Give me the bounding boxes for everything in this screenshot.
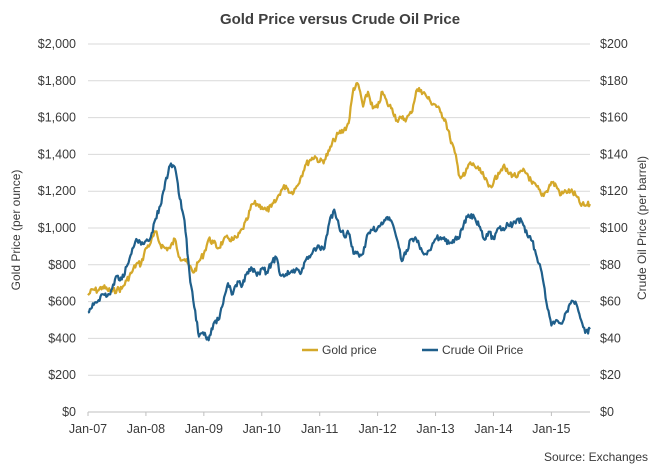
- x-tick-label: Jan-14: [474, 422, 512, 436]
- legend-label: Crude Oil Price: [442, 343, 524, 357]
- right-tick-label: $140: [600, 147, 628, 161]
- x-tick-label: Jan-15: [532, 422, 570, 436]
- x-tick-label: Jan-09: [185, 422, 223, 436]
- right-tick-label: $160: [600, 111, 628, 125]
- left-tick-label: $2,000: [38, 37, 76, 51]
- right-tick-label: $200: [600, 37, 628, 51]
- x-tick-label: Jan-07: [69, 422, 107, 436]
- x-tick-label: Jan-10: [243, 422, 281, 436]
- left-tick-label: $1,000: [38, 221, 76, 235]
- left-tick-label: $200: [48, 368, 76, 382]
- right-tick-label: $120: [600, 184, 628, 198]
- right-tick-label: $60: [600, 295, 621, 309]
- left-tick-label: $1,600: [38, 111, 76, 125]
- left-axis-ticks: $0 $200 $400 $600 $800 $1,000 $1,200 $1,400 $1,6…: [38, 37, 76, 419]
- right-tick-label: $0: [600, 405, 614, 419]
- left-axis-title: Gold Price (per ounce): [9, 170, 23, 291]
- series-line-crude-oil: [87, 162, 591, 342]
- right-axis-ticks: $0 $20 $40 $60 $80 $100 $120 $140 $160 $180 $200: [600, 37, 628, 419]
- right-tick-label: $100: [600, 221, 628, 235]
- right-tick-label: $180: [600, 74, 628, 88]
- legend-label: Gold price: [322, 343, 377, 357]
- chart-title: Gold Price versus Crude Oil Price: [220, 11, 460, 28]
- right-tick-label: $80: [600, 258, 621, 272]
- x-tick-label: Jan-12: [358, 422, 396, 436]
- x-axis-ticks: Jan-07 Jan-08 Jan-09 Jan-10 Jan-11 Jan-12 Jan-…: [69, 412, 571, 436]
- left-tick-label: $1,200: [38, 184, 76, 198]
- left-tick-label: $1,400: [38, 147, 76, 161]
- left-tick-label: $400: [48, 331, 76, 345]
- right-tick-label: $20: [600, 368, 621, 382]
- left-tick-label: $1,800: [38, 74, 76, 88]
- source-note: Source: Exchanges: [544, 450, 648, 464]
- x-tick-label: Jan-11: [301, 422, 338, 436]
- left-tick-label: $0: [62, 405, 76, 419]
- series-lines: [87, 82, 592, 342]
- left-tick-label: $800: [48, 258, 76, 272]
- x-tick-label: Jan-08: [127, 422, 165, 436]
- left-tick-label: $600: [48, 295, 76, 309]
- x-tick-label: Jan-13: [416, 422, 454, 436]
- series-line-gold: [87, 82, 592, 296]
- legend: Gold price Crude Oil Price: [302, 343, 524, 357]
- right-tick-label: $40: [600, 331, 621, 345]
- right-axis-title: Crude Oil Price (per barrel): [635, 156, 649, 300]
